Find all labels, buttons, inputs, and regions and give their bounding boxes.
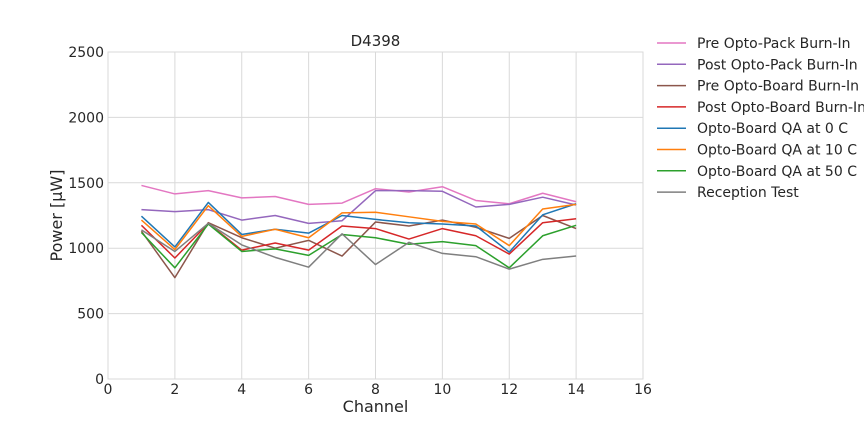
x-tick-label: 16 [634,382,652,398]
series-line-7 [140,223,577,269]
x-axis-label: Channel [343,397,409,416]
legend-label: Opto-Board QA at 50 C [697,164,857,180]
x-tick-label: 8 [371,382,380,398]
legend-item: Opto-Board QA at 0 C [657,121,848,137]
y-tick-label: 2000 [68,110,104,126]
x-tick-label: 4 [237,382,246,398]
legend-item: Post Opto-Pack Burn-In [657,57,858,73]
tick-labels: 0 2 4 6 8 10 12 14 16 0 500 1000 1500 2000 2500 [68,45,652,398]
legend-item: Pre Opto-Pack Burn-In [657,36,851,52]
x-tick-label: 14 [567,382,585,398]
legend-label: Pre Opto-Pack Burn-In [697,36,851,52]
legend-item: Opto-Board QA at 10 C [657,143,857,159]
y-tick-label: 0 [95,372,104,388]
x-tick-label: 0 [104,382,113,398]
legend-label: Post Opto-Pack Burn-In [697,57,858,73]
y-tick-label: 1500 [68,176,104,192]
legend: Pre Opto-Pack Burn-In Post Opto-Pack Burn… [657,36,864,201]
legend-label: Opto-Board QA at 0 C [697,121,848,137]
legend-item: Post Opto-Board Burn-In [657,100,864,116]
legend-item: Opto-Board QA at 50 C [657,164,857,180]
x-tick-label: 2 [170,382,179,398]
legend-label: Pre Opto-Board Burn-In [697,79,859,95]
x-tick-label: 10 [433,382,451,398]
series-line-6 [140,203,577,251]
x-tick-label: 12 [500,382,518,398]
series-line-5 [140,201,577,253]
x-tick-label: 6 [304,382,313,398]
legend-item: Pre Opto-Board Burn-In [657,79,859,95]
legend-label: Post Opto-Board Burn-In [697,100,864,116]
y-axis-label: Power [μW] [47,170,66,262]
legend-label: Reception Test [697,185,799,201]
y-tick-label: 2500 [68,45,104,61]
y-tick-label: 1000 [68,241,104,257]
chart-title: D4398 [351,32,401,50]
series-line-8 [141,222,577,270]
plot-frame [107,51,644,380]
legend-label: Opto-Board QA at 10 C [697,143,857,159]
series-line-1 [141,184,577,206]
legend-item: Reception Test [657,185,799,201]
grid [107,51,644,380]
series-lines [140,184,577,279]
series-line-3 [140,214,577,279]
y-tick-label: 500 [77,307,104,323]
